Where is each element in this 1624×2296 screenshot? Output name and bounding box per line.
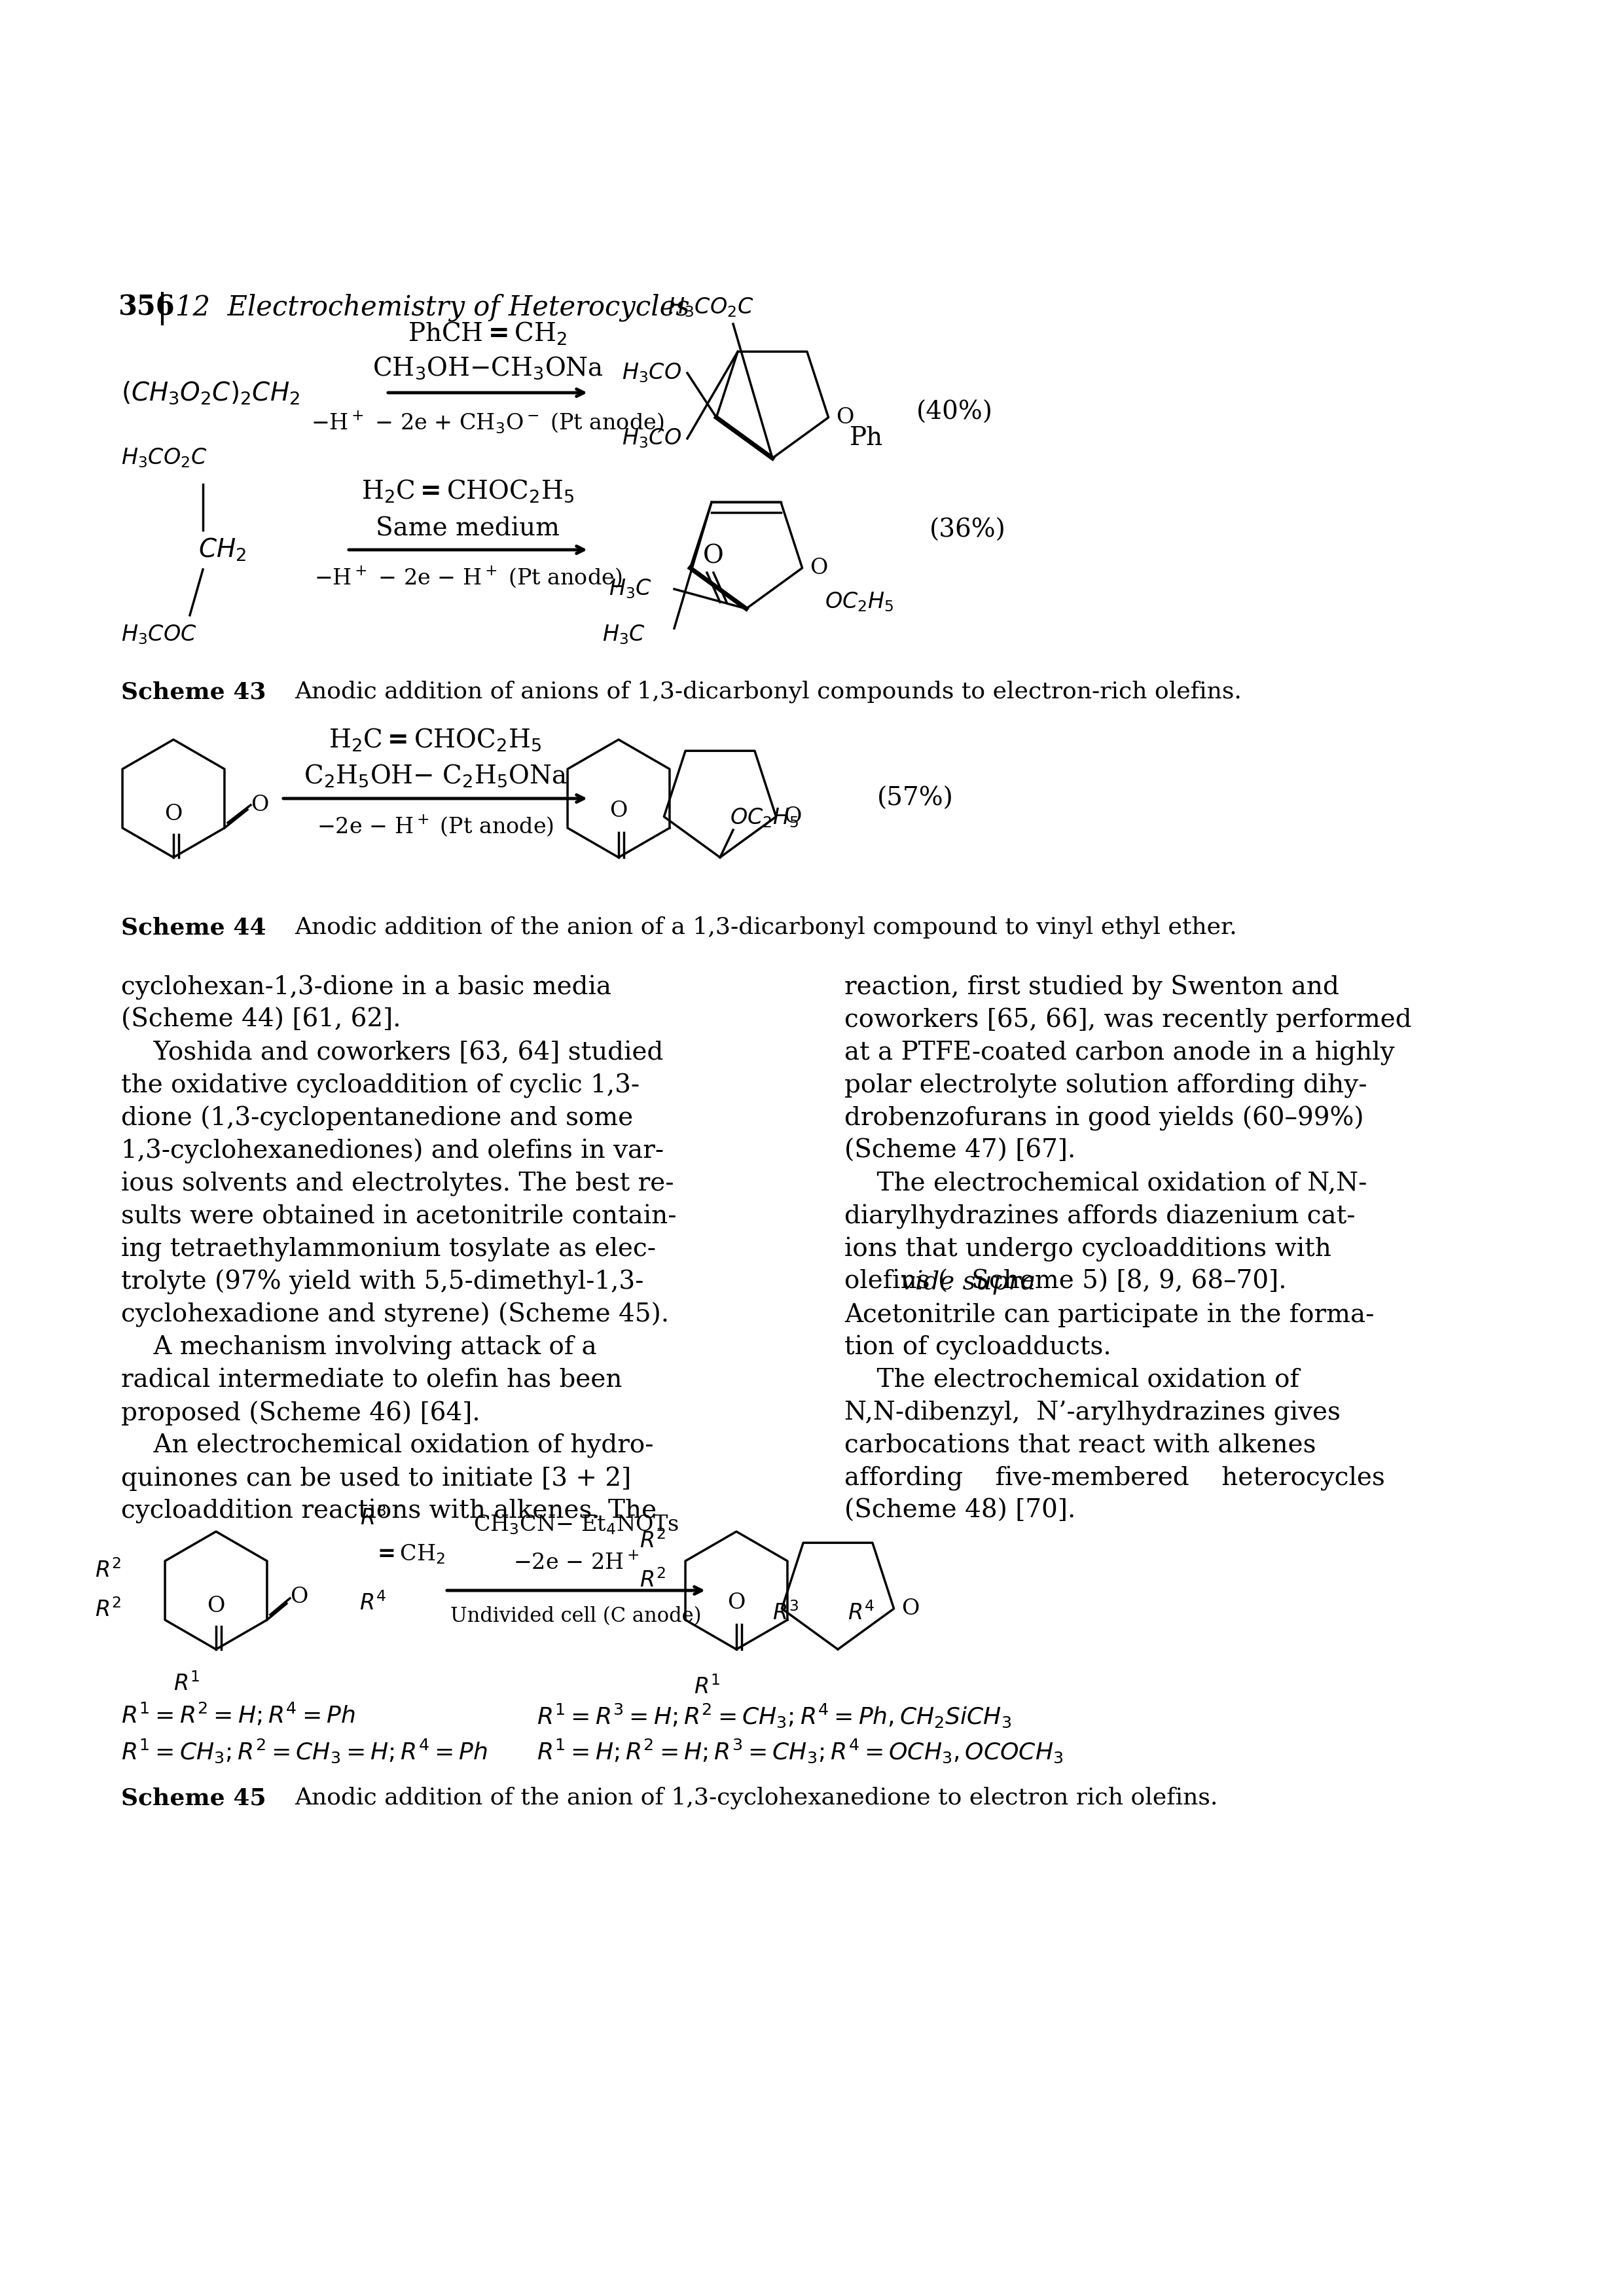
Text: O: O bbox=[901, 1598, 919, 1619]
Text: O: O bbox=[206, 1596, 226, 1616]
Text: sults were obtained in acetonitrile contain-: sults were obtained in acetonitrile cont… bbox=[122, 1205, 677, 1228]
Text: H$_2$C$\mathbf{=}$CHOC$_2$H$_5$: H$_2$C$\mathbf{=}$CHOC$_2$H$_5$ bbox=[362, 478, 575, 503]
Text: $H_3CO_2C$: $H_3CO_2C$ bbox=[667, 296, 754, 319]
Text: 1,3-cyclohexanediones) and olefins in var-: 1,3-cyclohexanediones) and olefins in va… bbox=[122, 1139, 664, 1164]
Text: (36%): (36%) bbox=[929, 519, 1005, 542]
Text: $R^2$: $R^2$ bbox=[640, 1529, 666, 1552]
Text: N,N-dibenzyl,  N’-arylhydrazines gives: N,N-dibenzyl, N’-arylhydrazines gives bbox=[844, 1401, 1340, 1426]
Text: affording    five-membered    heterocycles: affording five-membered heterocycles bbox=[844, 1467, 1385, 1490]
Text: reaction, first studied by Swenton and: reaction, first studied by Swenton and bbox=[844, 976, 1340, 1001]
Text: tion of cycloadducts.: tion of cycloadducts. bbox=[844, 1336, 1111, 1359]
Text: Scheme 45: Scheme 45 bbox=[122, 1786, 266, 1809]
Text: $OC_2H_5$: $OC_2H_5$ bbox=[825, 590, 893, 613]
Text: (Scheme 47) [67].: (Scheme 47) [67]. bbox=[844, 1139, 1075, 1164]
Text: ions that undergo cycloadditions with: ions that undergo cycloadditions with bbox=[844, 1238, 1332, 1263]
Text: Yoshida and coworkers [63, 64] studied: Yoshida and coworkers [63, 64] studied bbox=[122, 1040, 663, 1065]
Text: $H_3C$: $H_3C$ bbox=[603, 625, 645, 645]
Text: O: O bbox=[728, 1593, 745, 1614]
Text: $R^1$: $R^1$ bbox=[174, 1671, 200, 1694]
Text: CH$_3$OH$-$CH$_3$ONa: CH$_3$OH$-$CH$_3$ONa bbox=[372, 356, 603, 381]
Text: Anodic addition of anions of 1,3-dicarbonyl compounds to electron-rich olefins.: Anodic addition of anions of 1,3-dicarbo… bbox=[294, 680, 1242, 703]
Text: (57%): (57%) bbox=[877, 788, 953, 810]
Text: $R^2$: $R^2$ bbox=[640, 1568, 666, 1591]
Text: $R^2$: $R^2$ bbox=[94, 1598, 122, 1621]
Text: $R^1$: $R^1$ bbox=[693, 1676, 719, 1699]
Text: Scheme 44: Scheme 44 bbox=[122, 916, 266, 939]
Text: quinones can be used to initiate [3 + 2]: quinones can be used to initiate [3 + 2] bbox=[122, 1467, 632, 1490]
Text: olefins (: olefins ( bbox=[844, 1270, 948, 1295]
Text: $(CH_3O_2C)_2CH_2$: $(CH_3O_2C)_2CH_2$ bbox=[122, 379, 300, 406]
Text: O: O bbox=[291, 1587, 309, 1607]
Text: $CH_2$: $CH_2$ bbox=[198, 537, 247, 563]
Text: cyclohexan-1,3-dione in a basic media: cyclohexan-1,3-dione in a basic media bbox=[122, 976, 611, 1001]
Text: (40%): (40%) bbox=[916, 400, 992, 425]
Text: The electrochemical oxidation of N,N-: The electrochemical oxidation of N,N- bbox=[844, 1171, 1367, 1196]
Text: $R^1 = R^2 = H; R^4 = Ph$: $R^1 = R^2 = H; R^4 = Ph$ bbox=[122, 1701, 356, 1729]
Text: CH$_3$CN$-$ Et$_4$NOTs: CH$_3$CN$-$ Et$_4$NOTs bbox=[473, 1513, 679, 1536]
Text: $R^1 = CH_3; R^2 = CH_3 = H; R^4 = Ph$: $R^1 = CH_3; R^2 = CH_3 = H; R^4 = Ph$ bbox=[122, 1738, 487, 1766]
Text: 12  Electrochemistry of Heterocycles: 12 Electrochemistry of Heterocycles bbox=[175, 294, 690, 321]
Text: proposed (Scheme 46) [64].: proposed (Scheme 46) [64]. bbox=[122, 1401, 481, 1426]
Text: O: O bbox=[609, 801, 627, 822]
Text: Undivided cell (C anode): Undivided cell (C anode) bbox=[450, 1607, 702, 1628]
Text: vide supra: vide supra bbox=[901, 1270, 1036, 1295]
Text: drobenzofurans in good yields (60–99%): drobenzofurans in good yields (60–99%) bbox=[844, 1107, 1364, 1132]
Text: O: O bbox=[703, 544, 724, 569]
Text: cyclohexadione and styrene) (Scheme 45).: cyclohexadione and styrene) (Scheme 45). bbox=[122, 1302, 669, 1327]
Text: $OC_2H_5$: $OC_2H_5$ bbox=[729, 806, 799, 829]
Text: $H_3CO_2C$: $H_3CO_2C$ bbox=[122, 448, 208, 468]
Text: O: O bbox=[810, 558, 828, 579]
Text: 356: 356 bbox=[119, 294, 175, 321]
Text: (Scheme 48) [70].: (Scheme 48) [70]. bbox=[844, 1499, 1075, 1522]
Text: O: O bbox=[836, 406, 854, 427]
Text: Acetonitrile can participate in the forma-: Acetonitrile can participate in the form… bbox=[844, 1302, 1374, 1327]
Text: radical intermediate to olefin has been: radical intermediate to olefin has been bbox=[122, 1368, 622, 1391]
Text: $R^1 = H; R^2 = H; R^3 = CH_3; R^4 = OCH_3, OCOCH_3$: $R^1 = H; R^2 = H; R^3 = CH_3; R^4 = OCH… bbox=[538, 1738, 1064, 1766]
Text: A mechanism involving attack of a: A mechanism involving attack of a bbox=[122, 1336, 596, 1359]
Text: O: O bbox=[164, 804, 182, 824]
Text: Same medium: Same medium bbox=[377, 517, 560, 542]
Text: (Scheme 44) [61, 62].: (Scheme 44) [61, 62]. bbox=[122, 1008, 401, 1033]
Text: polar electrolyte solution affording dihy-: polar electrolyte solution affording dih… bbox=[844, 1075, 1367, 1097]
Text: $R^1 = R^3 = H; R^2 = CH_3; R^4 = Ph, CH_2SiCH_3$: $R^1 = R^3 = H; R^2 = CH_3; R^4 = Ph, CH… bbox=[538, 1701, 1012, 1729]
Text: PhCH$\mathbf{=}$CH$_2$: PhCH$\mathbf{=}$CH$_2$ bbox=[408, 321, 567, 347]
Text: dione (1,3-cyclopentanedione and some: dione (1,3-cyclopentanedione and some bbox=[122, 1107, 633, 1132]
Text: C$_2$H$_5$OH$-$ C$_2$H$_5$ONa: C$_2$H$_5$OH$-$ C$_2$H$_5$ONa bbox=[304, 762, 567, 788]
Text: $\mathbf{=}$CH$_2$: $\mathbf{=}$CH$_2$ bbox=[374, 1543, 445, 1566]
Text: The electrochemical oxidation of: The electrochemical oxidation of bbox=[844, 1368, 1299, 1391]
Text: $R^3$: $R^3$ bbox=[361, 1506, 387, 1529]
Text: $-$H$^+$ $-$ 2e $-$ H$^+$ (Pt anode): $-$H$^+$ $-$ 2e $-$ H$^+$ (Pt anode) bbox=[313, 565, 622, 590]
Text: Anodic addition of the anion of 1,3-cyclohexanedione to electron rich olefins.: Anodic addition of the anion of 1,3-cycl… bbox=[294, 1786, 1218, 1809]
Text: trolyte (97% yield with 5,5-dimethyl-1,3-: trolyte (97% yield with 5,5-dimethyl-1,3… bbox=[122, 1270, 643, 1295]
Text: $-$2e $-$ H$^+$ (Pt anode): $-$2e $-$ H$^+$ (Pt anode) bbox=[317, 813, 554, 838]
Text: $H_3C$: $H_3C$ bbox=[609, 579, 651, 602]
Text: Anodic addition of the anion of a 1,3-dicarbonyl compound to vinyl ethyl ether.: Anodic addition of the anion of a 1,3-di… bbox=[294, 916, 1237, 939]
Text: diarylhydrazines affords diazenium cat-: diarylhydrazines affords diazenium cat- bbox=[844, 1205, 1356, 1228]
Text: at a PTFE-coated carbon anode in a highly: at a PTFE-coated carbon anode in a highl… bbox=[844, 1040, 1395, 1065]
Text: $R^2$: $R^2$ bbox=[94, 1559, 122, 1582]
Text: $R^3$: $R^3$ bbox=[771, 1603, 799, 1626]
Text: cycloaddition reactions with alkenes. The: cycloaddition reactions with alkenes. Th… bbox=[122, 1499, 656, 1525]
Text: O: O bbox=[784, 806, 802, 827]
Text: ious solvents and electrolytes. The best re-: ious solvents and electrolytes. The best… bbox=[122, 1171, 674, 1196]
Text: carbocations that react with alkenes: carbocations that react with alkenes bbox=[844, 1433, 1315, 1458]
Text: ing tetraethylammonium tosylate as elec-: ing tetraethylammonium tosylate as elec- bbox=[122, 1238, 656, 1263]
Text: the oxidative cycloaddition of cyclic 1,3-: the oxidative cycloaddition of cyclic 1,… bbox=[122, 1075, 640, 1097]
Text: coworkers [65, 66], was recently performed: coworkers [65, 66], was recently perform… bbox=[844, 1008, 1411, 1033]
Text: H$_2$C$\mathbf{=}$CHOC$_2$H$_5$: H$_2$C$\mathbf{=}$CHOC$_2$H$_5$ bbox=[328, 726, 542, 753]
Text: $R^4$: $R^4$ bbox=[848, 1603, 875, 1626]
Text: $R^4$: $R^4$ bbox=[359, 1591, 387, 1614]
Text: O: O bbox=[250, 794, 268, 815]
Text: Scheme 43: Scheme 43 bbox=[122, 680, 266, 703]
Text: $-$H$^+$ $-$ 2e + CH$_3$O$^-$ (Pt anode): $-$H$^+$ $-$ 2e + CH$_3$O$^-$ (Pt anode) bbox=[312, 409, 664, 434]
Text: $H_3CO$: $H_3CO$ bbox=[622, 363, 682, 383]
Text: An electrochemical oxidation of hydro-: An electrochemical oxidation of hydro- bbox=[122, 1433, 653, 1458]
Text: Scheme 5) [8, 9, 68–70].: Scheme 5) [8, 9, 68–70]. bbox=[963, 1270, 1286, 1295]
Text: $H_3CO$: $H_3CO$ bbox=[622, 427, 682, 450]
Text: Ph: Ph bbox=[849, 427, 883, 450]
Text: $-$2e $-$ 2H$^+$: $-$2e $-$ 2H$^+$ bbox=[513, 1552, 638, 1573]
Text: $H_3COC$: $H_3COC$ bbox=[122, 625, 197, 645]
